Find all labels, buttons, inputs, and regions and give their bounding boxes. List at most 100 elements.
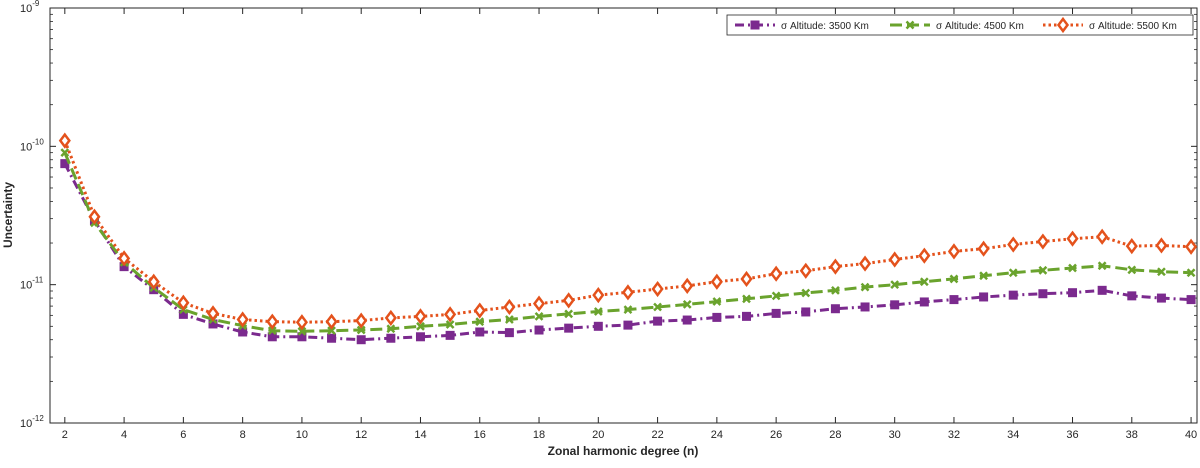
- data-point-square: [623, 320, 633, 330]
- data-point-diamond: [177, 294, 190, 311]
- x-tick-label: 2: [62, 429, 68, 441]
- data-point-x: [949, 274, 959, 284]
- data-point-square: [475, 327, 485, 337]
- data-point-x: [1127, 265, 1137, 275]
- data-point-x: [564, 309, 574, 319]
- y-tick-label-base: 10: [20, 141, 32, 153]
- data-point-x: [475, 317, 485, 327]
- data-point-diamond: [147, 273, 160, 290]
- data-point-square: [653, 316, 663, 326]
- data-point-square: [712, 312, 722, 322]
- data-point-square: [1038, 289, 1048, 299]
- data-point-diamond: [384, 309, 397, 326]
- data-point-square: [830, 304, 840, 314]
- data-point-diamond: [58, 132, 71, 149]
- data-point-diamond: [295, 314, 308, 331]
- data-point-square: [415, 332, 425, 342]
- series-2: [60, 148, 1196, 336]
- data-point-square: [860, 302, 870, 312]
- data-point-diamond: [1036, 233, 1049, 250]
- data-point-diamond: [1066, 230, 1079, 247]
- data-point-diamond: [977, 240, 990, 257]
- data-point-diamond: [710, 273, 723, 290]
- data-point-diamond: [503, 298, 516, 316]
- y-tick-label-base: 10: [20, 3, 32, 15]
- data-point-x: [682, 300, 692, 309]
- data-point-square: [890, 300, 900, 310]
- y-tick-label-base: 10: [20, 418, 32, 430]
- y-tick-label: 10-12: [20, 414, 44, 430]
- data-point-x: [327, 326, 336, 336]
- legend-label: σ Altitude: 3500 Km: [781, 21, 869, 32]
- series-line: [63, 162, 1192, 342]
- series-group: [58, 132, 1198, 345]
- x-tick-label: 36: [1066, 429, 1078, 441]
- data-point-diamond: [1155, 237, 1168, 254]
- data-point-diamond: [651, 280, 664, 298]
- y-tick-label: 10-11: [20, 276, 44, 292]
- data-point-square: [267, 332, 277, 342]
- data-point-square: [1186, 295, 1196, 305]
- legend-entry: σ Altitude: 4500 Km: [890, 20, 1024, 32]
- data-point-x: [919, 277, 929, 287]
- data-point-x: [653, 302, 662, 312]
- data-point-diamond: [1185, 238, 1198, 255]
- legend: σ Altitude: 3500 Km σ Altitude: 4500 Km σ …: [726, 14, 1194, 36]
- data-point-x: [979, 271, 988, 281]
- data-point-x: [623, 305, 633, 315]
- data-point-square: [1008, 290, 1018, 300]
- x-tick-label: 30: [889, 429, 901, 441]
- plot-area: [49, 7, 1198, 424]
- x-tick-label: 34: [1007, 429, 1019, 441]
- data-point-x: [267, 326, 277, 336]
- data-point-x: [831, 285, 840, 295]
- data-point-diamond: [918, 247, 931, 264]
- data-point-square: [741, 311, 751, 321]
- y-axis-title: Uncertainty: [1, 182, 15, 248]
- data-point-x: [1008, 268, 1018, 278]
- data-point-x: [890, 280, 900, 290]
- data-point-x: [1186, 268, 1196, 278]
- data-point-diamond: [1125, 238, 1138, 255]
- data-point-x: [712, 297, 722, 306]
- data-point-diamond: [799, 262, 812, 279]
- data-point-square: [1127, 291, 1137, 301]
- data-point-square: [1156, 293, 1166, 303]
- legend-label: σ Altitude: 4500 Km: [936, 21, 1024, 32]
- x-tick-label: 10: [296, 429, 308, 441]
- data-point-diamond: [562, 292, 575, 309]
- data-point-x: [593, 307, 603, 316]
- data-point-square: [504, 328, 514, 338]
- legend-entry: σ Altitude: 3500 Km: [735, 20, 869, 32]
- data-point-square: [1097, 285, 1107, 295]
- data-point-diamond: [740, 270, 753, 288]
- y-tick-label-exponent: -10: [32, 137, 44, 146]
- data-point-diamond: [947, 243, 961, 260]
- data-point-diamond: [681, 277, 694, 294]
- x-tick-label: 14: [414, 429, 426, 441]
- data-point-x: [386, 324, 396, 334]
- data-point-square: [682, 315, 692, 325]
- data-point-square: [593, 321, 603, 331]
- data-point-square: [445, 330, 455, 340]
- y-tick-label-base: 10: [20, 280, 32, 292]
- x-tick-label: 22: [651, 429, 663, 441]
- data-point-square: [750, 20, 760, 30]
- data-point-x: [860, 282, 870, 292]
- y-tick-label-exponent: -9: [32, 0, 40, 8]
- x-tick-label: 24: [711, 429, 723, 441]
- data-point-diamond: [444, 306, 457, 323]
- data-point-x: [534, 311, 544, 321]
- y-tick-label: 10-9: [20, 0, 40, 15]
- series-3: [58, 132, 1198, 331]
- legend-entry: σ Altitude: 5500 Km: [1043, 16, 1177, 34]
- data-point-diamond: [473, 302, 486, 319]
- data-point-square: [356, 335, 366, 345]
- y-tick-label-exponent: -11: [32, 276, 44, 285]
- data-point-x: [1097, 261, 1107, 271]
- data-point-diamond: [88, 208, 101, 225]
- data-point-x: [905, 20, 915, 30]
